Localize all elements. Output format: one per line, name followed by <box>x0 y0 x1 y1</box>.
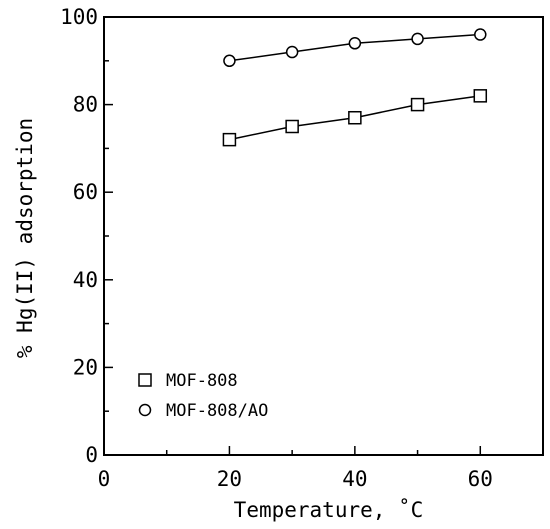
axes: 0 20 40 60 80 100 0 20 40 60 <box>60 5 544 491</box>
data-point <box>348 37 362 50</box>
data-point <box>285 119 299 134</box>
series-mof-808 <box>222 89 488 147</box>
data-point <box>474 28 487 41</box>
series-layer <box>222 28 488 147</box>
x-axis-title: Temperature, ˚C <box>234 498 424 522</box>
x-tick-label: 40 <box>342 467 367 491</box>
legend-marker <box>138 373 152 387</box>
data-point <box>473 89 488 103</box>
legend-label: MOF-808 <box>166 371 238 391</box>
legend-label: MOF-808/AO <box>166 401 268 421</box>
legend-marker <box>138 403 152 417</box>
x-tick-label: 0 <box>98 467 111 491</box>
y-tick-label: 100 <box>60 5 98 29</box>
data-point <box>410 97 425 112</box>
y-tick-label: 40 <box>73 268 98 292</box>
data-point <box>222 132 237 147</box>
data-point <box>285 45 299 59</box>
data-point <box>223 54 236 68</box>
y-tick-label: 20 <box>73 355 98 379</box>
legend: MOF-808 MOF-808/AO <box>138 371 268 421</box>
y-tick-label: 0 <box>85 443 98 467</box>
data-point <box>348 110 362 125</box>
data-point <box>411 32 424 46</box>
x-tick-label: 60 <box>468 467 493 491</box>
y-tick-label: 80 <box>73 93 98 117</box>
series-mof-808-ao <box>223 28 487 68</box>
x-tick-label: 20 <box>217 467 242 491</box>
y-axis-title: % Hg(II) adsorption <box>13 118 37 358</box>
y-tick-label: 60 <box>73 180 98 204</box>
